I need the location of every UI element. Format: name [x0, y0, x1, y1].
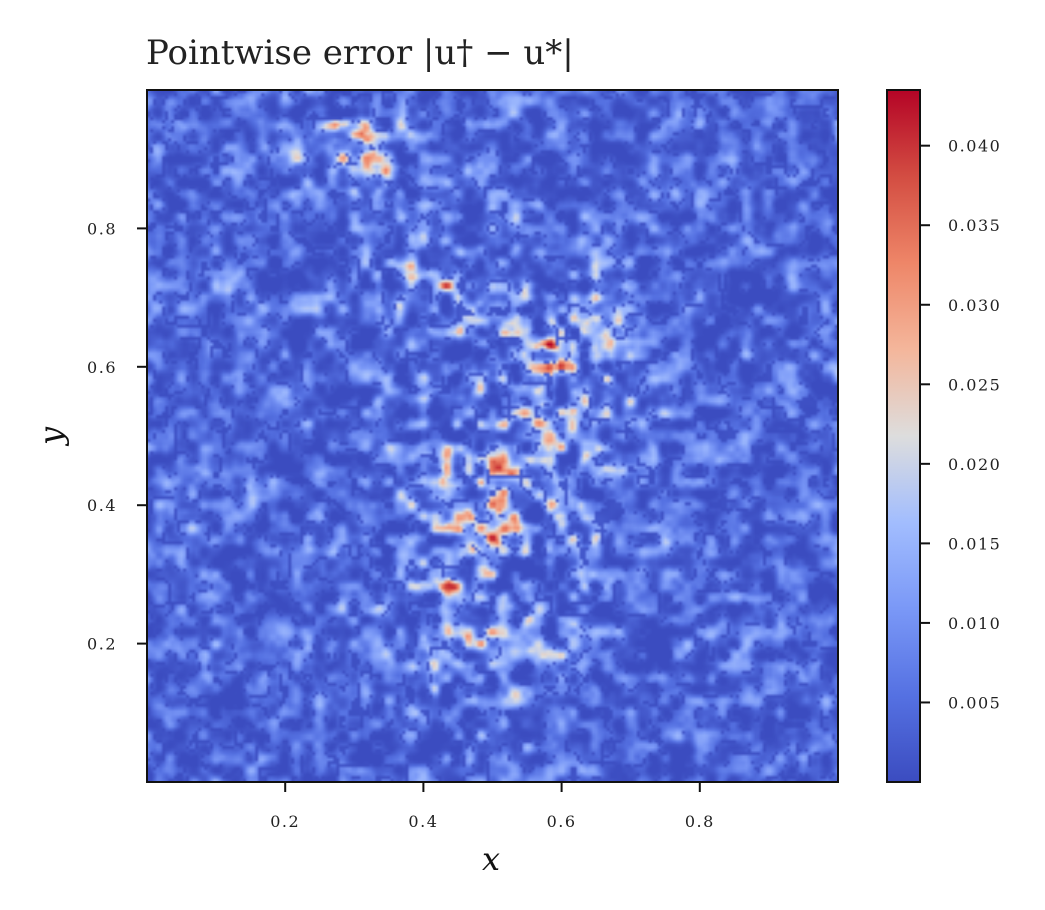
x-axis: 0.2 0.4 0.6 0.8 — [270, 782, 715, 831]
colorbar-tick-label: 0.040 — [948, 137, 1001, 156]
y-tick-label: 0.6 — [87, 358, 117, 377]
heatmap-plot — [147, 90, 838, 782]
colorbar-tick-label: 0.025 — [948, 375, 1001, 394]
colorbar-tick-label: 0.010 — [948, 614, 1001, 633]
colorbar-tick-label: 0.020 — [948, 455, 1001, 474]
y-axis: 0.2 0.4 0.6 0.8 — [87, 219, 147, 653]
y-tick-label: 0.4 — [87, 496, 117, 515]
y-axis-label: y — [32, 426, 70, 447]
heatmap-image — [147, 90, 838, 782]
y-tick-label: 0.2 — [87, 635, 117, 654]
colorbar-tick-label: 0.035 — [948, 216, 1001, 235]
colorbar-tick-label: 0.005 — [948, 693, 1001, 712]
y-tick-label: 0.8 — [87, 219, 117, 238]
x-axis-label: x — [482, 840, 500, 878]
colorbar-ticks: 0.005 0.010 0.015 0.020 0.025 0.030 0.035 0.040 — [920, 137, 1001, 713]
x-tick-label: 0.6 — [547, 812, 577, 831]
colorbar-tick-label: 0.015 — [948, 534, 1001, 553]
chart-title: Pointwise error |u† − u*| — [146, 33, 574, 73]
x-tick-label: 0.8 — [685, 812, 715, 831]
x-tick-label: 0.2 — [270, 812, 300, 831]
x-tick-label: 0.4 — [408, 812, 438, 831]
colorbar-tick-label: 0.030 — [948, 296, 1001, 315]
colorbar-gradient — [887, 90, 920, 782]
colorbar: 0.005 0.010 0.015 0.020 0.025 0.030 0.035 0.040 — [887, 90, 1001, 782]
